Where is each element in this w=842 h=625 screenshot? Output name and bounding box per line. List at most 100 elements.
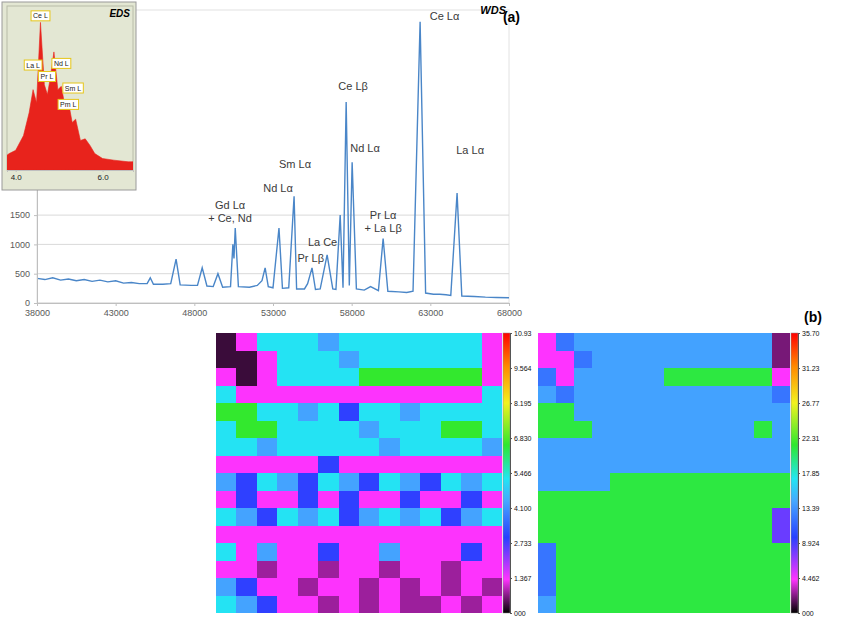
map-cell [700, 526, 718, 544]
map-cell [754, 351, 772, 369]
map-cell [574, 438, 592, 456]
map-cell [718, 333, 736, 351]
map-cell [298, 421, 319, 439]
y-tick-mark [34, 303, 37, 304]
map-cell [461, 578, 482, 596]
map-cell [318, 491, 339, 509]
map-cell [538, 421, 556, 439]
map-cell [461, 596, 482, 614]
map-cell [628, 491, 646, 509]
map-cell [298, 508, 319, 526]
map-cell [646, 403, 664, 421]
map-cell [736, 561, 754, 579]
map-cell [339, 561, 360, 579]
map-cell [359, 403, 380, 421]
x-axis: 38000430004800053000580006300068000 [25, 303, 522, 318]
x-tick-label: 38000 [25, 308, 50, 318]
map-cell [482, 421, 502, 439]
map-cell [318, 473, 339, 491]
map-cell [736, 368, 754, 386]
map-cell [277, 421, 298, 439]
map-cell [574, 386, 592, 404]
map-cell [482, 351, 502, 369]
map-cell [592, 438, 610, 456]
map-cell [610, 561, 628, 579]
map-cell [574, 526, 592, 544]
map-cell [216, 333, 237, 351]
map-cell [379, 438, 400, 456]
map-cell [754, 561, 772, 579]
map-cell [359, 368, 380, 386]
map-cell [682, 508, 700, 526]
x-tick-label: 48000 [182, 308, 207, 318]
map-cell [646, 491, 664, 509]
x-tick: 53000 [261, 303, 286, 318]
map-cell [216, 473, 237, 491]
map-cell [646, 333, 664, 351]
colorbar-tick-mark [798, 368, 800, 369]
y-tick: 0 [25, 298, 37, 308]
map-cell [646, 351, 664, 369]
map-cell [400, 491, 421, 509]
map-cell [610, 333, 628, 351]
peak-label-line: Ce Lα [430, 10, 460, 22]
map-cell [339, 421, 360, 439]
map-cell [556, 491, 574, 509]
peak-label-text: Sm L [65, 85, 81, 92]
peak-label-text: Pm L [60, 101, 76, 108]
map-cell [664, 456, 682, 474]
map-cell [556, 333, 574, 351]
map-cell [610, 368, 628, 386]
map-cell [277, 333, 298, 351]
colorbar-tick-mark [798, 508, 800, 509]
map-cell [610, 403, 628, 421]
map-cell [461, 491, 482, 509]
colorbar-tick-label: 2.733 [514, 540, 532, 547]
map-cell [339, 351, 360, 369]
colorbar-tick-mark [798, 333, 800, 334]
map-cell [754, 386, 772, 404]
map-cell [298, 368, 319, 386]
map-cell [339, 596, 360, 614]
colorbar-tick-mark [510, 368, 512, 369]
map-cell [664, 473, 682, 491]
map-cell [700, 351, 718, 369]
map-cell [610, 508, 628, 526]
map-cell [646, 526, 664, 544]
map-cell [646, 473, 664, 491]
inset-background [2, 2, 136, 190]
map-cell [482, 386, 502, 404]
colorbar-tick: 2.733 [510, 540, 532, 547]
map-cell [664, 596, 682, 614]
colorbar-tick: 8.195 [510, 400, 532, 407]
map-cell [754, 491, 772, 509]
map-cell [339, 368, 360, 386]
map-cell [482, 456, 502, 474]
map-cell [628, 561, 646, 579]
colorbar-tick: 35.70 [798, 330, 820, 337]
eds-inset: 4.06.0Ce LLa LPr LNd LSm LPm LEDS [2, 2, 136, 190]
peak-label-line: Pr Lβ [298, 252, 325, 264]
map-cell [277, 456, 298, 474]
map-cell [772, 543, 790, 561]
map-cell [736, 473, 754, 491]
map-cell [236, 386, 257, 404]
map-cell [441, 368, 462, 386]
map-cell [257, 386, 278, 404]
map-cell [400, 386, 421, 404]
map-cell [420, 578, 441, 596]
map-cell [216, 403, 237, 421]
figure: 3800043000480005300058000630006800005001… [0, 0, 842, 625]
map-cell [592, 578, 610, 596]
map-cell [700, 596, 718, 614]
map-cell [379, 578, 400, 596]
map-cell [556, 561, 574, 579]
map-cell [592, 543, 610, 561]
map-cell [482, 526, 502, 544]
map-cell [592, 491, 610, 509]
map-cell [718, 508, 736, 526]
map-cell [718, 368, 736, 386]
colorbar-tick-label: 13.39 [802, 505, 820, 512]
map-cell [441, 543, 462, 561]
x-tick-label: 6.0 [98, 173, 110, 182]
